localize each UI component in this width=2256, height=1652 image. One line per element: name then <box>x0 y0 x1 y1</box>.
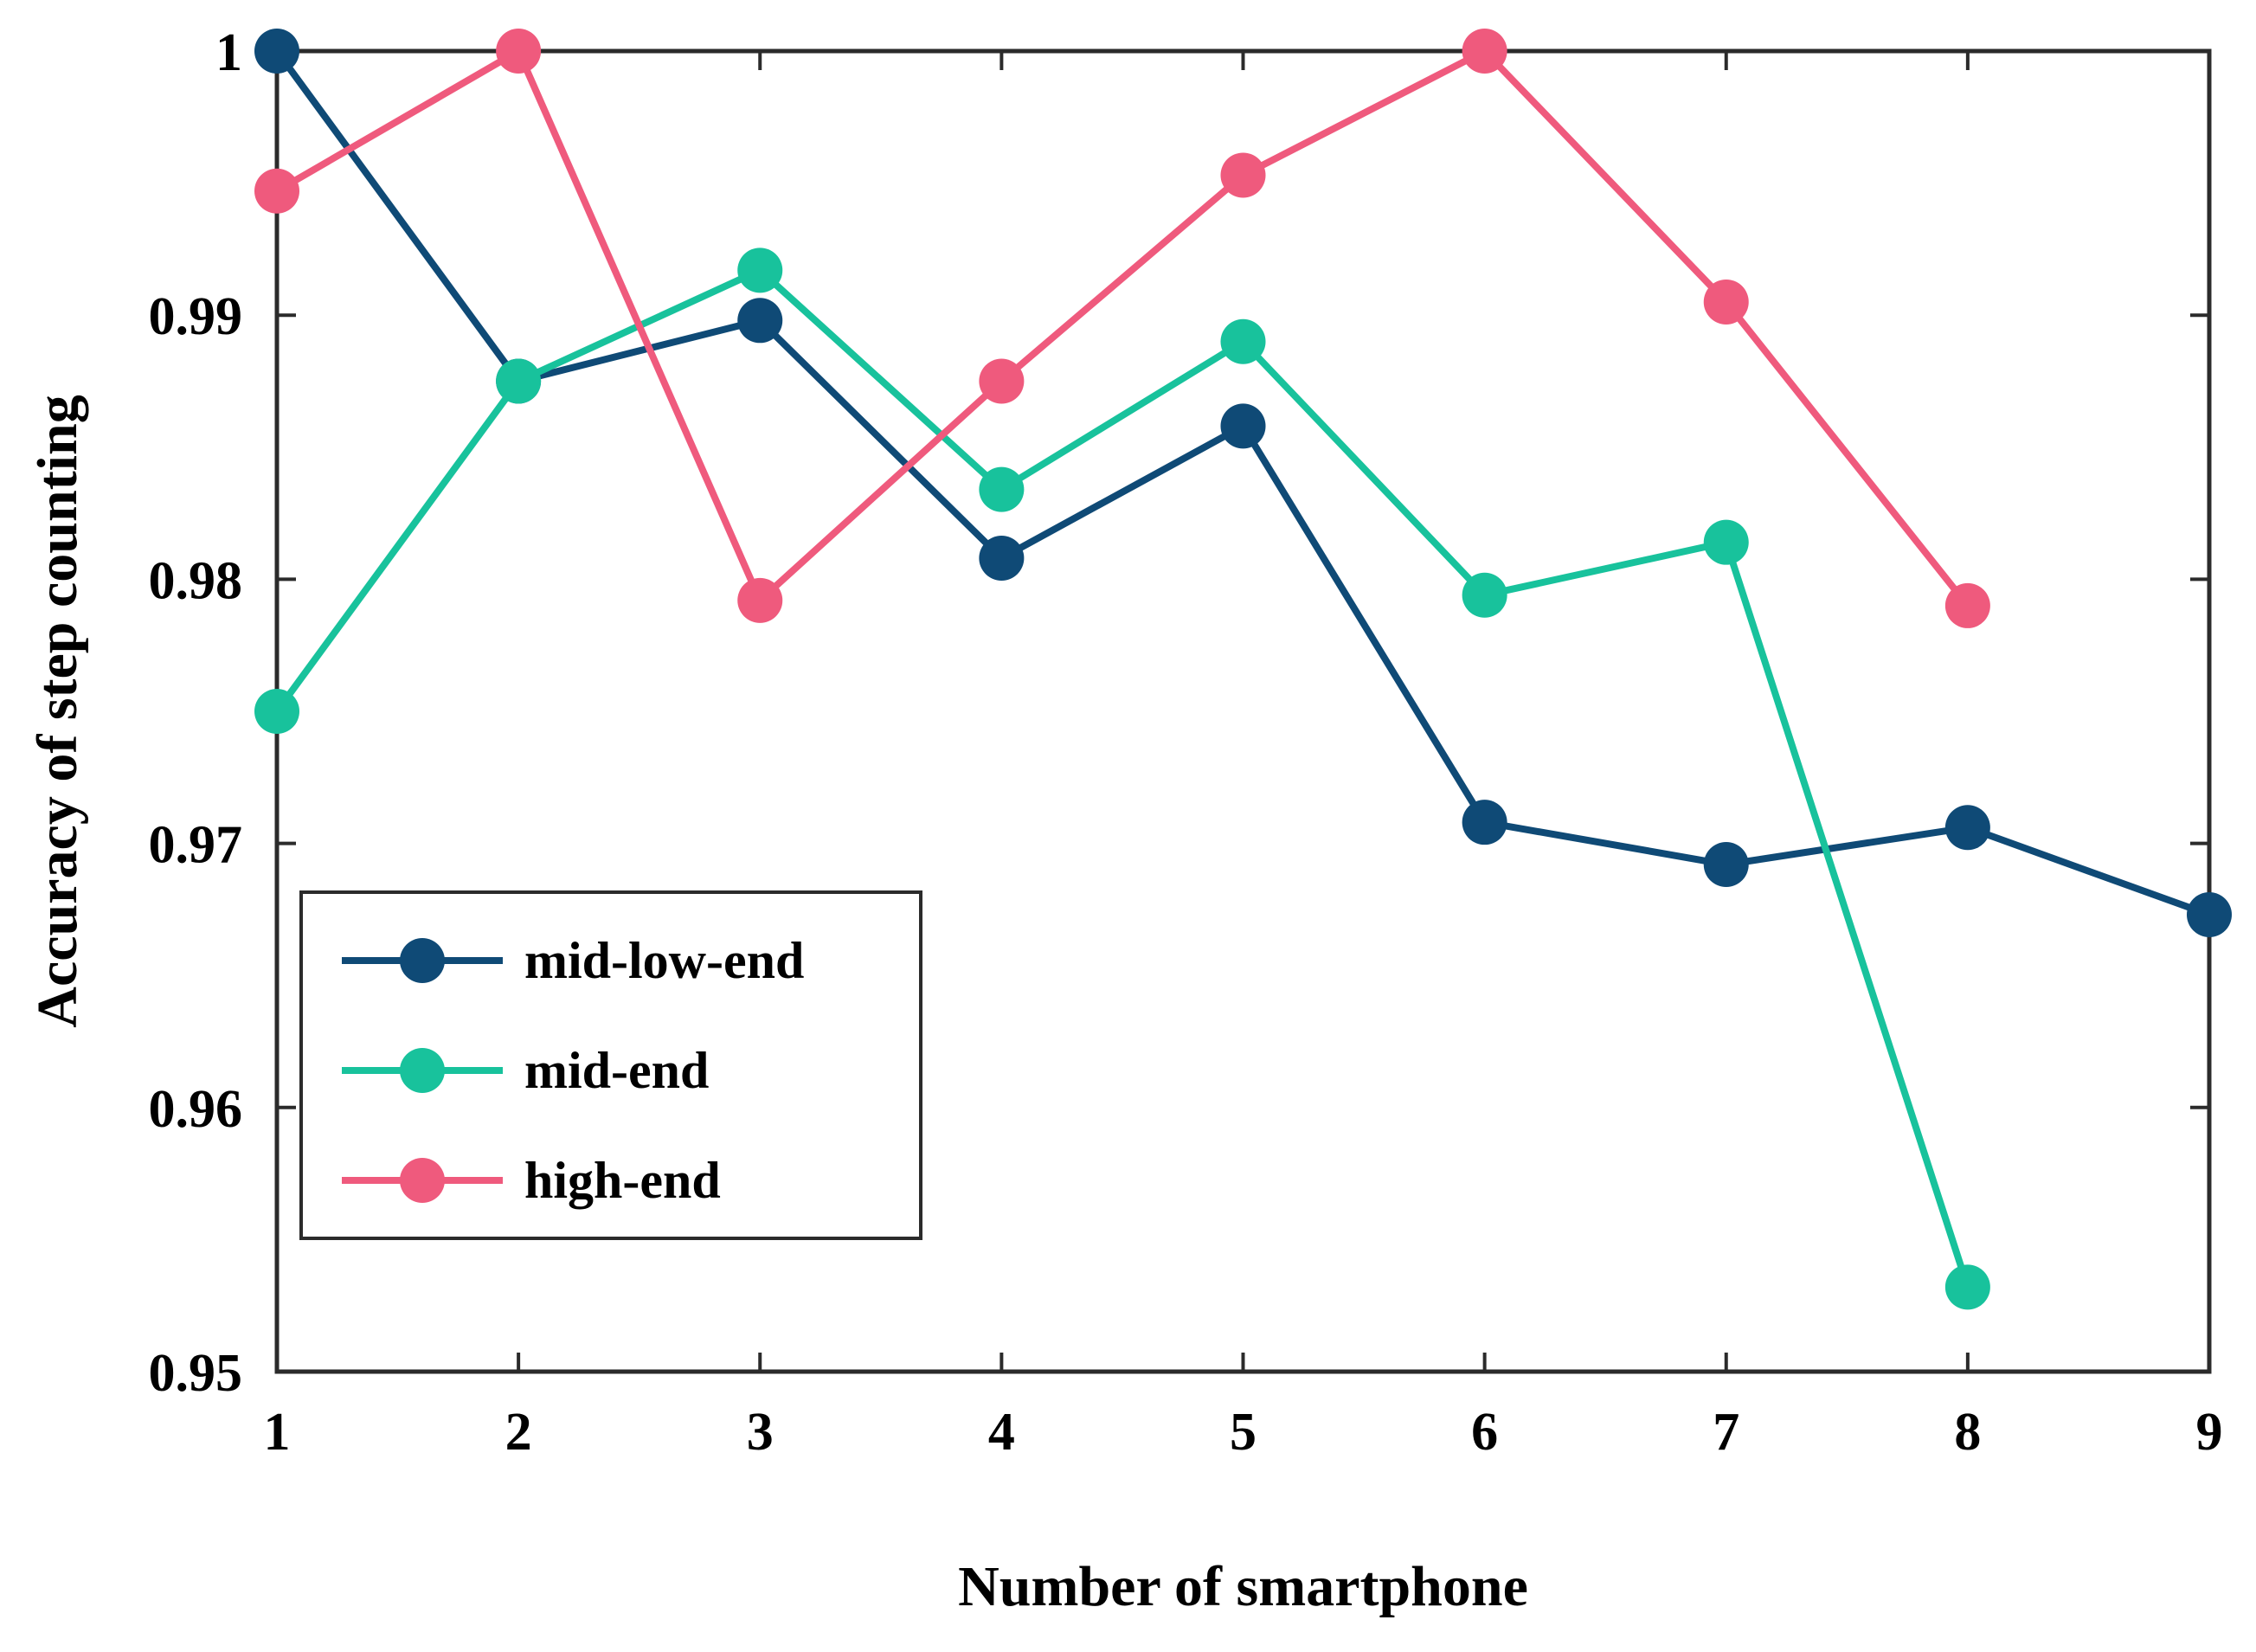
x-tick-label-5: 5 <box>1230 1403 1257 1462</box>
data-point-mid-low-end-5 <box>1220 403 1266 449</box>
legend-marker-mid-low-end <box>400 938 445 983</box>
legend-marker-mid-end <box>400 1048 445 1093</box>
x-tick-label-8: 8 <box>1954 1403 1981 1462</box>
legend: mid-low-end mid-end high-end <box>299 890 922 1240</box>
x-tick-label-4: 4 <box>988 1403 1015 1462</box>
data-point-high-end-8 <box>1944 582 1990 628</box>
series-line-mid-end <box>273 267 1971 1291</box>
data-point-mid-end-8 <box>1944 1264 1990 1310</box>
data-point-mid-low-end-3 <box>737 298 783 344</box>
data-point-mid-low-end-9 <box>2187 892 2232 938</box>
y-tick-label-2: 0.97 <box>149 816 243 875</box>
series-mid-low-end <box>254 29 2232 938</box>
y-axis-label: Accuracy of step counting <box>26 395 89 1027</box>
y-tick-label-5: 1 <box>215 23 242 82</box>
data-point-high-end-3 <box>737 577 783 623</box>
data-point-high-end-2 <box>496 29 542 74</box>
x-tick-label-2: 2 <box>505 1403 532 1462</box>
data-point-mid-end-5 <box>1220 318 1266 364</box>
x-tick-label-6: 6 <box>1471 1403 1498 1462</box>
y-tick-label-0: 0.95 <box>149 1344 243 1403</box>
data-point-mid-end-6 <box>1462 572 1507 618</box>
data-point-mid-low-end-4 <box>979 535 1025 581</box>
y-tick-label-3: 0.98 <box>149 551 243 610</box>
axes-layer: 1 2 3 4 5 6 7 8 9 0.95 0.96 0.97 0.98 0.99 1 <box>149 23 2223 1462</box>
data-point-mid-end-4 <box>979 466 1025 512</box>
x-tick-label-1: 1 <box>264 1403 291 1462</box>
series-high-end <box>254 29 1990 628</box>
data-point-mid-low-end-8 <box>1944 805 1990 851</box>
x-tick-label-7: 7 <box>1713 1403 1739 1462</box>
data-point-mid-low-end-1 <box>254 29 299 74</box>
series-line-high-end <box>273 48 1971 609</box>
legend-label-high-end: high-end <box>524 1152 721 1209</box>
data-point-mid-low-end-7 <box>1703 842 1749 888</box>
data-point-high-end-5 <box>1220 152 1266 198</box>
x-tick-label-9: 9 <box>2196 1403 2223 1462</box>
data-point-mid-end-2 <box>496 358 542 404</box>
data-point-mid-end-3 <box>737 247 783 293</box>
legend-item-high-end: high-end <box>342 1152 721 1209</box>
series-mid-end <box>254 247 1990 1310</box>
legend-marker-high-end <box>400 1158 445 1203</box>
data-point-high-end-1 <box>254 168 299 214</box>
y-tick-label-4: 0.99 <box>149 287 243 346</box>
x-axis-label: Number of smartphone <box>958 1555 1528 1618</box>
x-tick-label-3: 3 <box>747 1403 774 1462</box>
series-layer <box>254 29 2232 1310</box>
legend-label-mid-low-end: mid-low-end <box>524 932 804 989</box>
data-point-mid-low-end-6 <box>1462 800 1507 845</box>
data-point-mid-end-1 <box>254 689 299 734</box>
data-point-high-end-4 <box>979 358 1025 404</box>
data-point-high-end-6 <box>1462 29 1507 74</box>
data-point-mid-end-7 <box>1703 519 1749 565</box>
data-point-high-end-7 <box>1703 279 1749 325</box>
legend-item-mid-end: mid-end <box>342 1042 709 1099</box>
legend-item-mid-low-end: mid-low-end <box>342 932 804 989</box>
y-tick-label-1: 0.96 <box>149 1080 243 1139</box>
legend-label-mid-end: mid-end <box>524 1042 709 1099</box>
